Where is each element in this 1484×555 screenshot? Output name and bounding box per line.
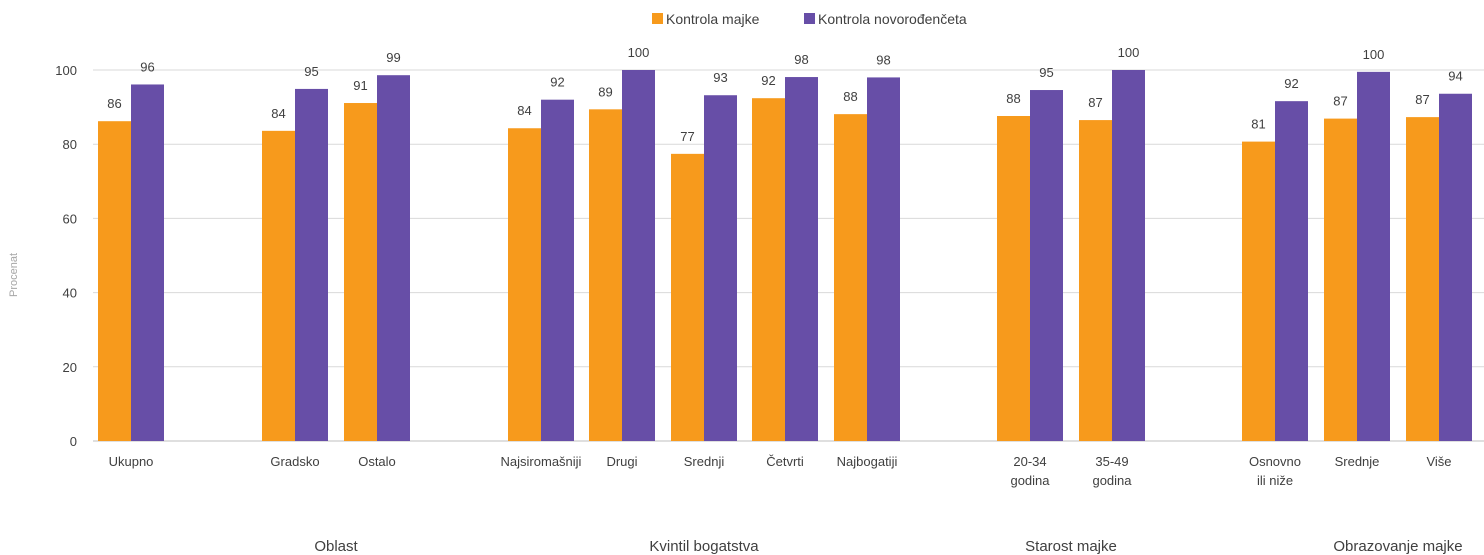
y-tick-label: 100 [55,63,77,78]
bar-kontrola-novorodjenceta [1030,90,1063,441]
x-tick-label: 20-34 [1013,454,1046,469]
data-label: 77 [680,129,694,144]
data-label: 95 [304,64,318,79]
bar-kontrola-novorodjenceta [704,95,737,441]
bar-kontrola-novorodjenceta [1357,71,1390,441]
x-tick-label: Najsiromašniji [501,454,582,469]
legend: Kontrola majke Kontrola novorođenčeta [652,11,967,27]
data-label: 89 [598,84,612,99]
bar-kontrola-majke [1324,118,1357,441]
group-label: Obrazovanje majke [1333,538,1462,555]
legend-label: Kontrola majke [666,11,760,27]
bar-kontrola-novorodjenceta [1275,101,1308,441]
bar-kontrola-majke [508,128,541,441]
bars [98,70,1472,442]
y-tick-label: 80 [63,137,77,152]
data-label: 94 [1448,69,1462,84]
data-label: 92 [1284,76,1298,91]
x-tick-label: Ostalo [358,454,396,469]
y-tick-label: 40 [63,286,77,301]
data-label: 98 [794,52,808,67]
group-label: Kvintil bogatstva [649,538,759,555]
group-labels: Oblast Kvintil bogatstva Starost majke Obra… [314,538,1462,555]
data-label: 87 [1415,92,1429,107]
bar-kontrola-majke [1242,141,1275,441]
bar-kontrola-majke [262,130,295,441]
data-label: 81 [1251,117,1265,132]
data-label: 88 [843,89,857,104]
y-tick-label: 0 [70,434,77,449]
x-axis-labels: Ukupno Gradsko Ostalo Najsiromašniji Drugi Sr… [109,454,1452,488]
bar-kontrola-majke [589,109,622,442]
x-tick-label: Srednji [684,454,725,469]
bar-kontrola-novorodjenceta [785,77,818,441]
data-label: 100 [628,45,650,60]
bar-kontrola-majke [98,121,131,441]
group-label: Oblast [314,538,358,555]
data-label: 88 [1006,91,1020,106]
x-tick-label: Četvrti [766,454,804,469]
data-label: 84 [517,103,531,118]
x-tick-label: Gradsko [270,454,319,469]
data-label: 91 [353,78,367,93]
legend-swatch [652,13,663,24]
group-label: Starost majke [1025,538,1117,555]
x-tick-label: Drugi [606,454,637,469]
data-label: 100 [1363,47,1385,62]
data-label: 100 [1118,45,1140,60]
x-tick-label: 35-49 [1095,454,1128,469]
bar-kontrola-novorodjenceta [541,99,574,442]
data-label: 99 [386,50,400,65]
bar-kontrola-novorodjenceta [377,75,410,441]
bar-kontrola-majke [997,116,1030,441]
y-axis: 0 20 40 60 80 100 [55,63,77,449]
x-tick-label: Srednje [1335,454,1380,469]
bar-kontrola-novorodjenceta [131,84,164,442]
bar-kontrola-majke [344,103,377,442]
bar-kontrola-majke [752,98,785,442]
legend-swatch [804,13,815,24]
bar-kontrola-majke [1079,120,1112,442]
data-label: 86 [107,96,121,111]
data-label: 84 [271,106,285,121]
bar-kontrola-novorodjenceta [867,77,900,442]
bar-kontrola-novorodjenceta [1112,70,1145,441]
data-label: 96 [140,59,154,74]
x-tick-label: ili niže [1257,473,1293,488]
y-tick-label: 60 [63,211,77,226]
bar-kontrola-majke [671,153,704,441]
data-label: 87 [1333,94,1347,109]
bar-kontrola-novorodjenceta [622,70,655,441]
data-label: 98 [876,52,890,67]
data-label: 93 [713,70,727,85]
bar-kontrola-novorodjenceta [295,88,328,442]
data-label: 92 [550,75,564,90]
x-tick-label: Najbogatiji [837,454,898,469]
x-tick-label: Više [1426,454,1451,469]
data-label: 87 [1088,95,1102,110]
bar-kontrola-novorodjenceta [1439,93,1472,441]
x-tick-label: godina [1010,473,1050,488]
data-label: 95 [1039,65,1053,80]
bar-kontrola-majke [834,114,867,442]
bar-kontrola-majke [1406,117,1439,441]
x-tick-label: Osnovno [1249,454,1301,469]
y-tick-label: 20 [63,360,77,375]
y-axis-title: Procenat [8,253,20,297]
legend-label: Kontrola novorođenčeta [818,11,967,27]
x-tick-label: godina [1092,473,1132,488]
data-labels: 86 84 91 84 89 77 92 88 88 87 81 87 87 96 95 99 92 100 93 9… [107,45,1462,144]
x-tick-label: Ukupno [109,454,154,469]
data-label: 92 [761,73,775,88]
